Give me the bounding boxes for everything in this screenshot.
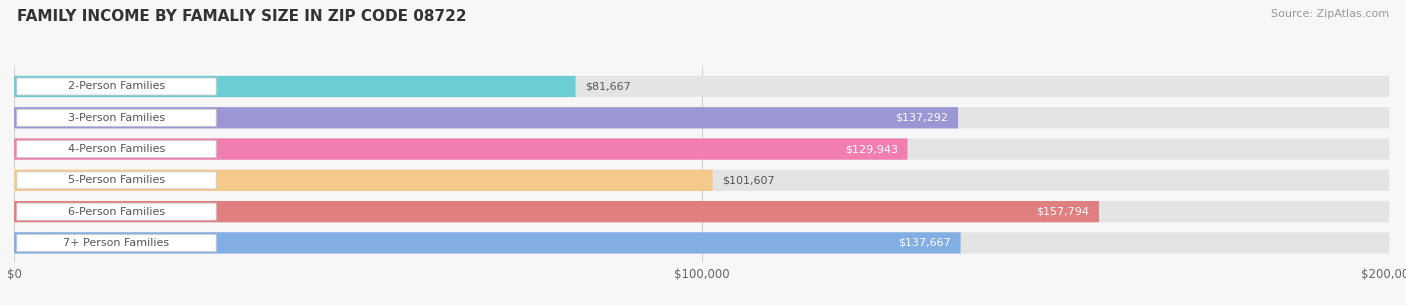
FancyBboxPatch shape (17, 109, 217, 126)
FancyBboxPatch shape (14, 201, 1099, 222)
Text: $137,292: $137,292 (896, 113, 949, 123)
Text: 6-Person Families: 6-Person Families (67, 206, 165, 217)
FancyBboxPatch shape (14, 76, 1389, 97)
FancyBboxPatch shape (14, 170, 713, 191)
Text: $129,943: $129,943 (845, 144, 898, 154)
FancyBboxPatch shape (14, 232, 1389, 253)
FancyBboxPatch shape (14, 76, 575, 97)
Text: 5-Person Families: 5-Person Families (67, 175, 165, 185)
Text: $157,794: $157,794 (1036, 206, 1090, 217)
Text: $137,667: $137,667 (898, 238, 950, 248)
FancyBboxPatch shape (17, 78, 217, 95)
Text: 3-Person Families: 3-Person Families (67, 113, 165, 123)
Text: $81,667: $81,667 (585, 81, 631, 92)
Text: 2-Person Families: 2-Person Families (67, 81, 165, 92)
Text: 4-Person Families: 4-Person Families (67, 144, 165, 154)
Text: Source: ZipAtlas.com: Source: ZipAtlas.com (1271, 9, 1389, 19)
FancyBboxPatch shape (14, 107, 957, 128)
Text: $101,607: $101,607 (723, 175, 775, 185)
FancyBboxPatch shape (17, 141, 217, 158)
FancyBboxPatch shape (14, 107, 1389, 128)
FancyBboxPatch shape (17, 235, 217, 251)
FancyBboxPatch shape (14, 232, 960, 253)
FancyBboxPatch shape (14, 201, 1389, 222)
FancyBboxPatch shape (17, 203, 217, 220)
FancyBboxPatch shape (17, 172, 217, 189)
FancyBboxPatch shape (14, 138, 1389, 160)
Text: 7+ Person Families: 7+ Person Families (63, 238, 170, 248)
FancyBboxPatch shape (14, 138, 907, 160)
FancyBboxPatch shape (14, 170, 1389, 191)
Text: FAMILY INCOME BY FAMALIY SIZE IN ZIP CODE 08722: FAMILY INCOME BY FAMALIY SIZE IN ZIP COD… (17, 9, 467, 24)
